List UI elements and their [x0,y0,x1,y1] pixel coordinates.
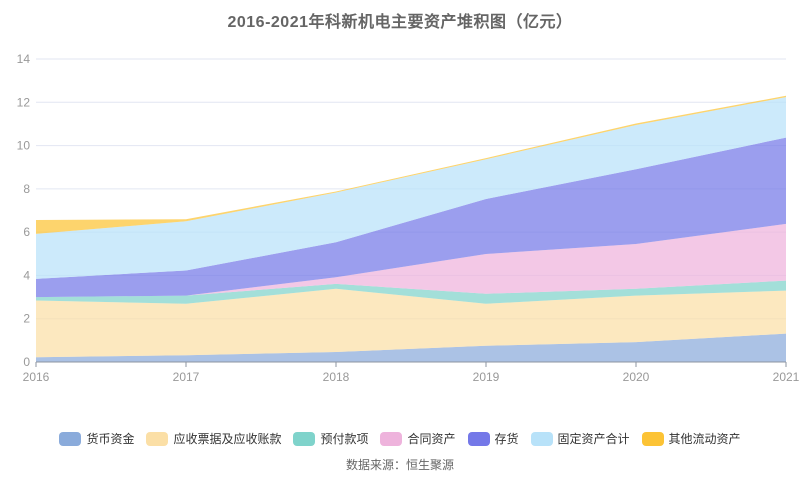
legend-label: 预付款项 [320,432,369,446]
area-series-1 [36,288,786,358]
y-axis-tick-label: 8 [23,182,30,196]
legend-swatch-icon [146,431,169,446]
legend-label: 货币资金 [86,432,135,446]
stacked-area-chart: 0 2 4 6 8 10 12 14 2016 2017 2018 2019 2020 2021 [17,52,800,384]
legend-item-0[interactable]: 货币资金 [59,430,134,447]
data-source: 数据来源：恒生聚源 [345,458,454,472]
legend-item-4[interactable]: 存货 [467,430,519,447]
legend-item-3[interactable]: 合同资产 [380,430,456,447]
y-axis-tick-label: 0 [23,355,30,369]
x-axis-tick-label: 2017 [173,370,200,384]
legend-label: 存货 [494,432,519,446]
legend-label: 固定资产合计 [557,432,630,446]
legend-swatch-icon [380,431,403,446]
y-axis-tick-label: 4 [23,268,30,282]
legend-label: 应收票据及应收账款 [173,432,282,446]
y-axis-tick-label: 12 [17,95,31,109]
area-series-2 [36,280,786,304]
y-axis-tick-label: 14 [17,52,31,66]
x-axis-tick-label: 2016 [23,370,50,384]
legend-label: 合同资产 [407,432,456,446]
legend-swatch-icon [467,431,490,446]
area-series-6 [36,95,786,234]
x-axis-tick-label: 2021 [773,370,800,384]
legend-label: 其他流动资产 [668,432,741,446]
legend-item-2[interactable]: 预付款项 [293,430,368,447]
legend-swatch-icon [530,431,553,446]
x-axis-tick-label: 2018 [323,370,350,384]
y-axis-tick-label: 6 [23,225,30,239]
legend-swatch-icon [59,431,82,446]
area-series-0 [36,333,786,362]
area-series-3 [36,223,786,298]
chart-title: 2016-2021年科新机电主要资产堆积图（亿元） [227,14,573,31]
x-axis-tick-label: 2019 [473,370,500,384]
legend-item-6[interactable]: 其他流动资产 [641,430,741,447]
y-axis-tick-label: 2 [23,312,30,326]
area-series-4 [36,137,786,298]
legend: 货币资金 应收票据及应收账款 预付款项 合同资产 存货 固定资产合计 其他流动资产 [0,430,800,447]
legend-item-1[interactable]: 应收票据及应收账款 [146,430,281,447]
legend-swatch-icon [293,431,316,446]
legend-swatch-icon [641,431,664,446]
x-axis-tick-label: 2020 [623,370,650,384]
legend-item-5[interactable]: 固定资产合计 [530,430,630,447]
area-series-5 [36,97,786,279]
y-axis-tick-label: 10 [17,139,31,153]
